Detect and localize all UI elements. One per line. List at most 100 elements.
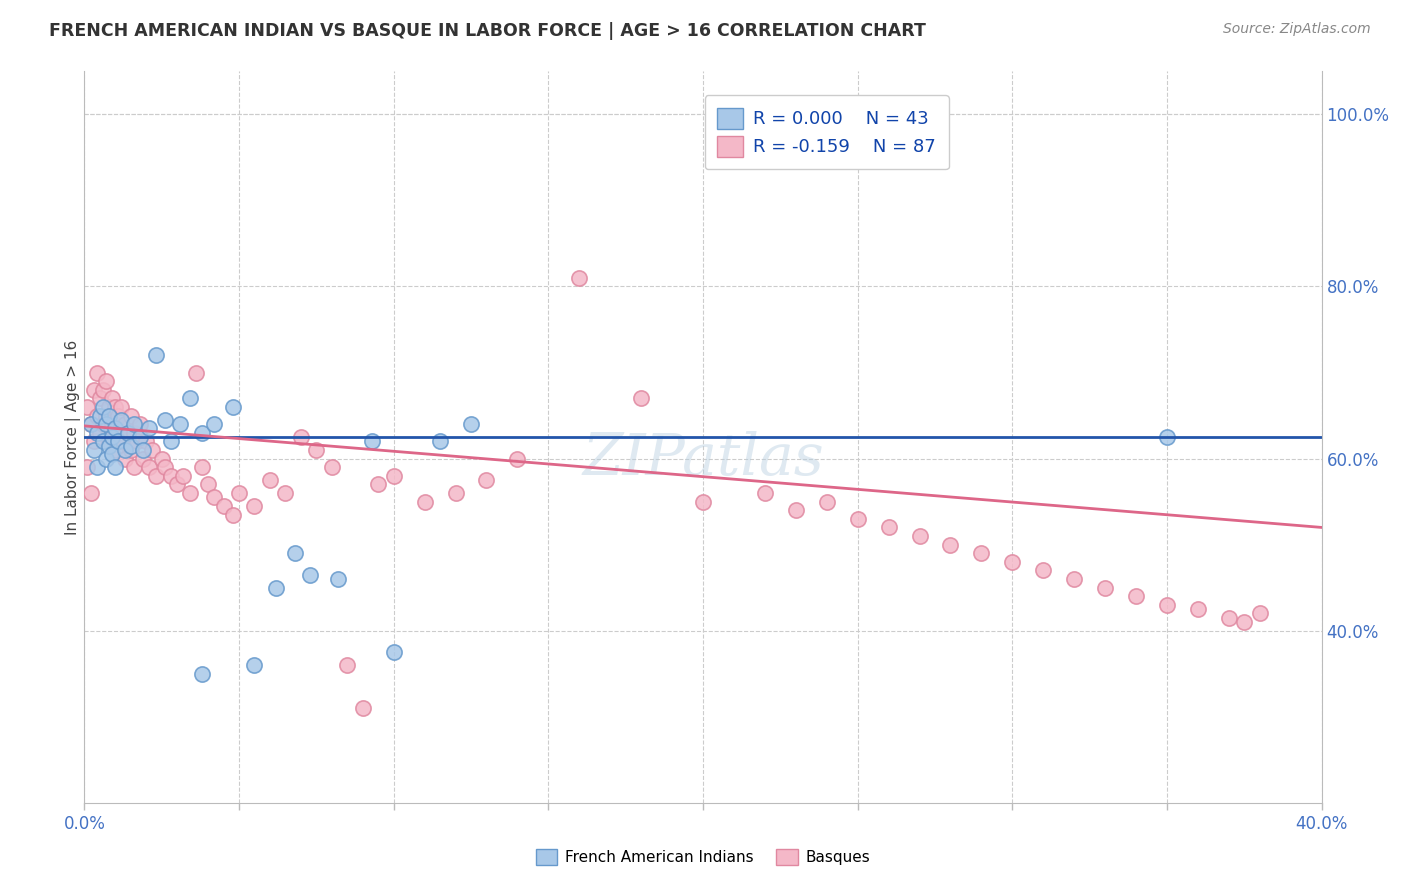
Point xyxy=(129,430,152,444)
Point xyxy=(460,417,482,432)
Point xyxy=(107,434,129,449)
Point xyxy=(94,451,117,466)
Point xyxy=(145,348,167,362)
Point xyxy=(172,468,194,483)
Point xyxy=(184,366,207,380)
Point xyxy=(197,477,219,491)
Legend: French American Indians, Basques: French American Indians, Basques xyxy=(530,843,876,871)
Point xyxy=(122,425,145,440)
Point xyxy=(290,430,312,444)
Point xyxy=(79,417,101,432)
Point xyxy=(815,494,838,508)
Y-axis label: In Labor Force | Age > 16: In Labor Force | Age > 16 xyxy=(65,340,82,534)
Point xyxy=(382,468,405,483)
Point xyxy=(114,442,136,457)
Point xyxy=(274,486,297,500)
Point xyxy=(259,473,281,487)
Point xyxy=(352,701,374,715)
Point xyxy=(692,494,714,508)
Point xyxy=(785,503,807,517)
Point xyxy=(120,442,142,457)
Point xyxy=(138,460,160,475)
Point xyxy=(122,417,145,432)
Point xyxy=(179,486,201,500)
Point xyxy=(83,434,105,449)
Point xyxy=(1156,598,1178,612)
Point xyxy=(104,442,127,457)
Point xyxy=(91,383,114,397)
Point xyxy=(117,425,139,440)
Point xyxy=(104,400,127,414)
Point xyxy=(191,666,214,681)
Point xyxy=(101,392,124,406)
Point xyxy=(86,409,108,423)
Text: FRENCH AMERICAN INDIAN VS BASQUE IN LABOR FORCE | AGE > 16 CORRELATION CHART: FRENCH AMERICAN INDIAN VS BASQUE IN LABO… xyxy=(49,22,927,40)
Point xyxy=(413,494,436,508)
Point xyxy=(117,425,139,440)
Point xyxy=(264,581,287,595)
Point xyxy=(939,538,962,552)
Point xyxy=(91,417,114,432)
Point xyxy=(382,645,405,659)
Point xyxy=(1125,589,1147,603)
Point xyxy=(1156,430,1178,444)
Point xyxy=(169,417,191,432)
Point xyxy=(846,512,869,526)
Point xyxy=(145,468,167,483)
Point xyxy=(1249,607,1271,621)
Point xyxy=(336,658,359,673)
Point xyxy=(94,374,117,388)
Point xyxy=(568,271,591,285)
Point xyxy=(83,442,105,457)
Point xyxy=(160,468,183,483)
Point xyxy=(91,400,114,414)
Point xyxy=(83,383,105,397)
Point xyxy=(110,434,132,449)
Point xyxy=(179,392,201,406)
Point xyxy=(98,400,121,414)
Point xyxy=(1233,615,1256,629)
Point xyxy=(104,421,127,435)
Point xyxy=(110,413,132,427)
Point xyxy=(222,400,245,414)
Point xyxy=(86,460,108,475)
Point xyxy=(191,425,214,440)
Point xyxy=(98,409,121,423)
Legend: R = 0.000    N = 43, R = -0.159    N = 87: R = 0.000 N = 43, R = -0.159 N = 87 xyxy=(704,95,949,169)
Point xyxy=(475,473,498,487)
Point xyxy=(153,413,176,427)
Text: Source: ZipAtlas.com: Source: ZipAtlas.com xyxy=(1223,22,1371,37)
Point xyxy=(1032,564,1054,578)
Point xyxy=(132,451,155,466)
Point xyxy=(114,451,136,466)
Point xyxy=(367,477,389,491)
Point xyxy=(107,425,129,440)
Point xyxy=(94,417,117,432)
Point xyxy=(630,392,652,406)
Point xyxy=(877,520,900,534)
Point xyxy=(243,658,266,673)
Point xyxy=(1187,602,1209,616)
Point xyxy=(94,409,117,423)
Point xyxy=(110,400,132,414)
Point xyxy=(243,499,266,513)
Point xyxy=(305,442,328,457)
Point xyxy=(107,409,129,423)
Point xyxy=(132,442,155,457)
Point xyxy=(202,417,225,432)
Point xyxy=(120,439,142,453)
Point xyxy=(212,499,235,513)
Point xyxy=(101,417,124,432)
Point xyxy=(120,409,142,423)
Point xyxy=(104,417,127,432)
Point xyxy=(153,460,176,475)
Point xyxy=(86,425,108,440)
Point xyxy=(79,486,101,500)
Point xyxy=(89,425,111,440)
Point xyxy=(89,409,111,423)
Point xyxy=(98,434,121,449)
Point xyxy=(321,460,343,475)
Point xyxy=(129,417,152,432)
Point xyxy=(444,486,467,500)
Point xyxy=(754,486,776,500)
